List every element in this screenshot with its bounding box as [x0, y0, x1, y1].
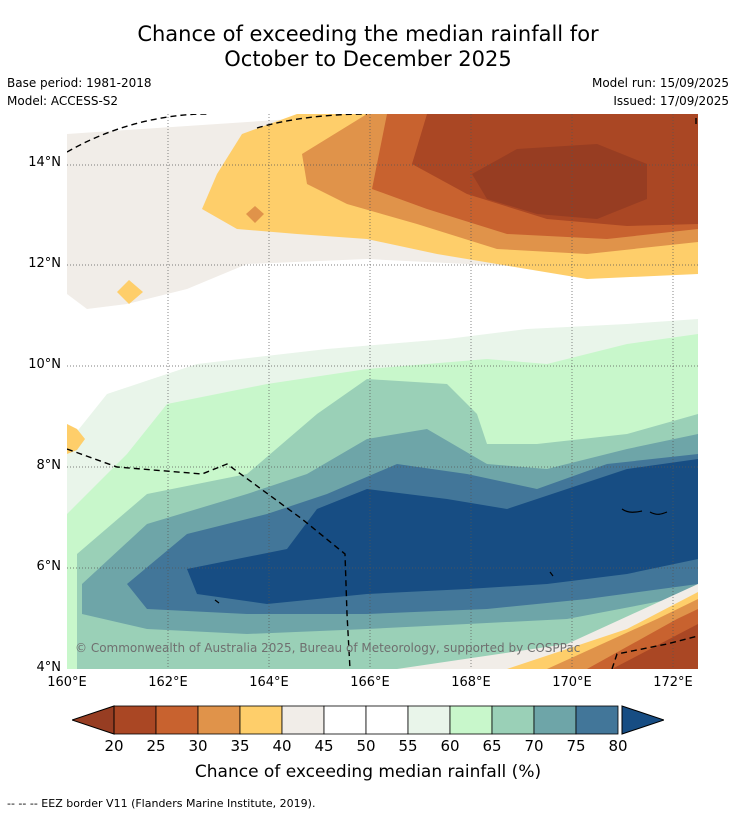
colorbar-tick-label: 70 [524, 737, 544, 755]
y-tick-10n: 10°N [28, 357, 61, 372]
colorbar-tick-label: 65 [482, 737, 502, 755]
colorbar-tick-label: 45 [314, 737, 334, 755]
colorbar-cell [491, 705, 535, 735]
blob-yellow-west [117, 280, 143, 304]
band-below-20 [472, 144, 647, 219]
x-tick-162e: 162°E [148, 675, 188, 690]
colorbar-tick-label: 35 [230, 737, 250, 755]
colorbar-tick-label: 20 [104, 737, 124, 755]
x-tick-164e: 164°E [249, 675, 289, 690]
colorbar-tick-label: 40 [272, 737, 292, 755]
colorbar-cell [449, 705, 493, 735]
copyright-notice: © Commonwealth of Australia 2025, Bureau… [75, 641, 581, 655]
colorbar-cell [197, 705, 241, 735]
y-tick-8n: 8°N [36, 458, 62, 473]
base-period: Base period: 1981-2018 [7, 76, 152, 90]
x-tick-172e: 172°E [653, 675, 693, 690]
y-tick-6n: 6°N [36, 559, 62, 574]
colorbar [72, 705, 664, 735]
issued-date: Issued: 17/09/2025 [613, 94, 729, 108]
colorbar-cell [239, 705, 283, 735]
colorbar-over-arrow [621, 705, 664, 735]
colorbar-cell [365, 705, 409, 735]
model-run: Model run: 15/09/2025 [591, 76, 729, 90]
colorbar-title: Chance of exceeding median rainfall (%) [194, 762, 542, 782]
title-line-2: October to December 2025 [224, 47, 512, 71]
y-tick-4n: 4°N [36, 660, 62, 675]
colorbar-tick-labels: 20 25 30 35 40 45 50 55 60 65 70 75 80 [0, 737, 736, 757]
colorbar-cell [323, 705, 367, 735]
map-title: Chance of exceeding the median rainfall … [0, 22, 736, 72]
rainfall-map [67, 114, 698, 669]
colorbar-cell [533, 705, 577, 735]
colorbar-tick-label: 50 [356, 737, 376, 755]
band-above-80 [187, 459, 698, 604]
eez-footnote: -- -- -- EEZ border V11 (Flanders Marine… [7, 797, 316, 810]
colorbar-tick-label: 80 [608, 737, 628, 755]
x-tick-168e: 168°E [451, 675, 491, 690]
blob-yellow-west-edge [67, 424, 85, 454]
grid-lines [67, 114, 698, 669]
map-panel [67, 114, 698, 669]
y-tick-14n: 14°N [28, 155, 61, 170]
island-marks [214, 508, 668, 604]
colorbar-under-arrow [72, 705, 115, 735]
x-tick-170e: 170°E [552, 675, 592, 690]
colorbar-tick-label: 55 [398, 737, 418, 755]
colorbar-cell [113, 705, 157, 735]
colorbar-tick-label: 75 [566, 737, 586, 755]
colorbar-cell [575, 705, 619, 735]
meta-right: Model run: 15/09/2025 Issued: 17/09/2025 [592, 74, 729, 110]
colorbar-tick-label: 25 [146, 737, 166, 755]
blob-orange-north [246, 206, 264, 223]
x-tick-166e: 166°E [350, 675, 390, 690]
y-tick-12n: 12°N [28, 256, 61, 271]
model-name: Model: ACCESS-S2 [7, 94, 119, 108]
colorbar-cell [155, 705, 199, 735]
colorbar-cell [407, 705, 451, 735]
x-tick-160e: 160°E [47, 675, 87, 690]
meta-left: Base period: 1981-2018 Model: ACCESS-S2 [7, 74, 152, 110]
colorbar-tick-label: 60 [440, 737, 460, 755]
title-line-1: Chance of exceeding the median rainfall … [137, 22, 599, 46]
colorbar-tick-label: 30 [188, 737, 208, 755]
eez-border-lines [67, 114, 698, 669]
colorbar-cell [281, 705, 325, 735]
